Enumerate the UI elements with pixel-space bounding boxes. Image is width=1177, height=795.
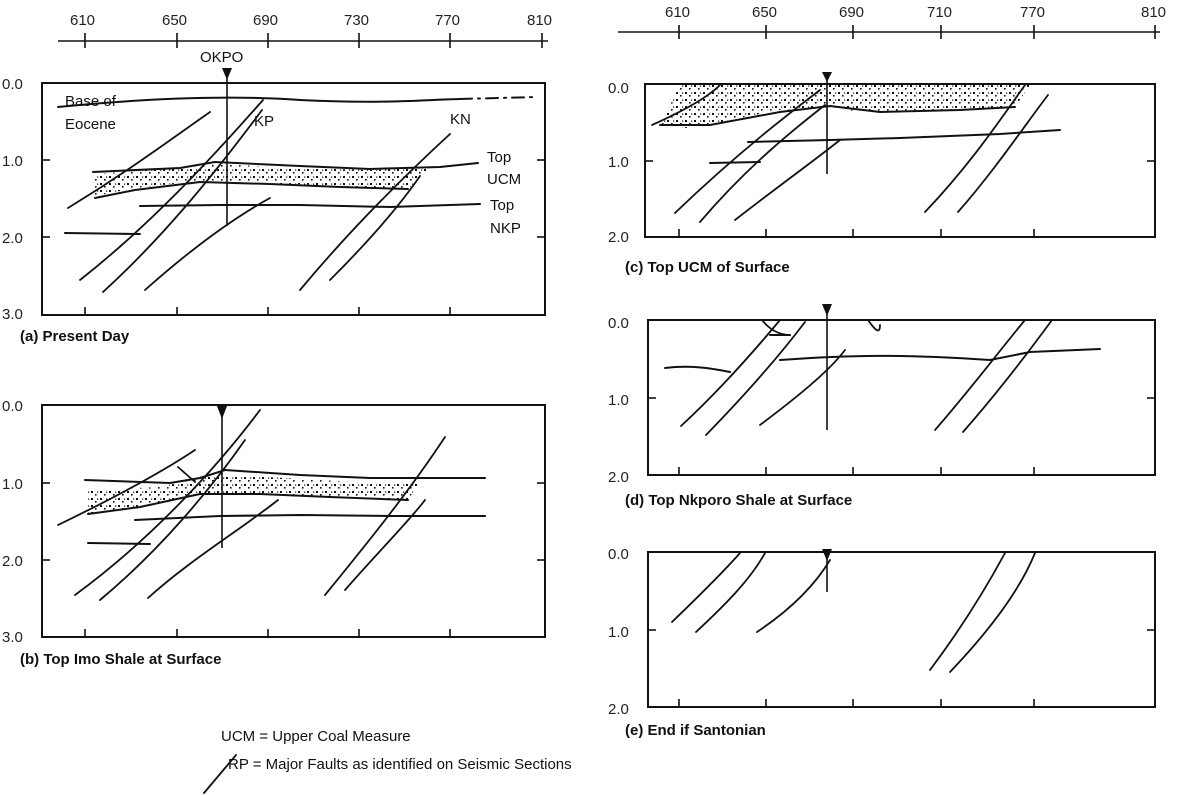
fault-symbol: [203, 754, 237, 794]
depth-label: 0.0: [608, 80, 629, 97]
depth-label: 1.0: [2, 153, 23, 170]
panel-c-top-ucm: 0.0 1.0 2.0 (c) Top UCM of Surface: [608, 72, 1156, 276]
label-top-nkp: NKP: [490, 220, 521, 237]
left-tick-label: 810: [527, 12, 552, 29]
left-tick-label: 650: [162, 12, 187, 29]
legend-rp: RP = Major Faults as identified on Seism…: [228, 756, 572, 773]
legend: UCM = Upper Coal Measure RP = Major Faul…: [203, 728, 572, 794]
panel-caption: (e) End if Santonian: [625, 722, 766, 739]
label-base-eocene: Base of: [65, 93, 117, 110]
depth-label: 2.0: [2, 553, 23, 570]
label-top-ucm: UCM: [487, 171, 521, 188]
right-tick-label: 650: [752, 4, 777, 21]
depth-label: 0.0: [608, 546, 629, 563]
label-base-eocene: Eocene: [65, 116, 116, 133]
depth-label: 0.0: [2, 76, 23, 93]
depth-label: 2.0: [608, 701, 629, 718]
panel-caption: (c) Top UCM of Surface: [625, 259, 790, 276]
right-tick-label: 690: [839, 4, 864, 21]
right-top-scale: 610 650 690 710 770 810: [618, 4, 1166, 39]
panel-e-end-santonian: 0.0 1.0 2.0 (e) End if Santonian: [608, 546, 1156, 739]
panel-caption: (d) Top Nkporo Shale at Surface: [625, 492, 852, 509]
panel-a-present-day: 0.0 1.0 2.0 3.0 OKPO Base of Eocene KP K…: [2, 49, 546, 345]
right-tick-label: 710: [927, 4, 952, 21]
left-tick-label: 690: [253, 12, 278, 29]
right-tick-label: 770: [1020, 4, 1045, 21]
panel-b-top-imo-shale: 0.0 1.0 2.0 3.0 (b) Top Imo Shale at Sur…: [2, 398, 546, 668]
label-top-ucm: Top: [487, 149, 511, 166]
left-tick-label: 610: [70, 12, 95, 29]
depth-label: 2.0: [2, 230, 23, 247]
panel-caption: (b) Top Imo Shale at Surface: [20, 651, 221, 668]
depth-label: 1.0: [2, 476, 23, 493]
depth-label: 0.0: [2, 398, 23, 415]
depth-label: 3.0: [2, 306, 23, 323]
depth-label: 1.0: [608, 154, 629, 171]
depth-label: 0.0: [608, 315, 629, 332]
right-tick-label: 610: [665, 4, 690, 21]
label-top-nkp: Top: [490, 197, 514, 214]
panel-d-top-nkporo: 0.0 1.0 2.0 (d) Top Nkporo Shale at Surf…: [608, 304, 1156, 509]
depth-label: 2.0: [608, 469, 629, 486]
fault-label-kn: KN: [450, 111, 471, 128]
panel-caption: (a) Present Day: [20, 328, 130, 345]
left-tick-label: 730: [344, 12, 369, 29]
fault-label-kp: KP: [254, 113, 274, 130]
well-label-okpo: OKPO: [200, 49, 243, 66]
left-top-scale: 610 650 690 730 770 810: [58, 12, 552, 48]
left-tick-label: 770: [435, 12, 460, 29]
depth-label: 1.0: [608, 392, 629, 409]
depth-label: 2.0: [608, 229, 629, 246]
legend-ucm: UCM = Upper Coal Measure: [221, 728, 411, 745]
right-tick-label: 810: [1141, 4, 1166, 21]
depth-label: 3.0: [2, 629, 23, 646]
depth-label: 1.0: [608, 624, 629, 641]
